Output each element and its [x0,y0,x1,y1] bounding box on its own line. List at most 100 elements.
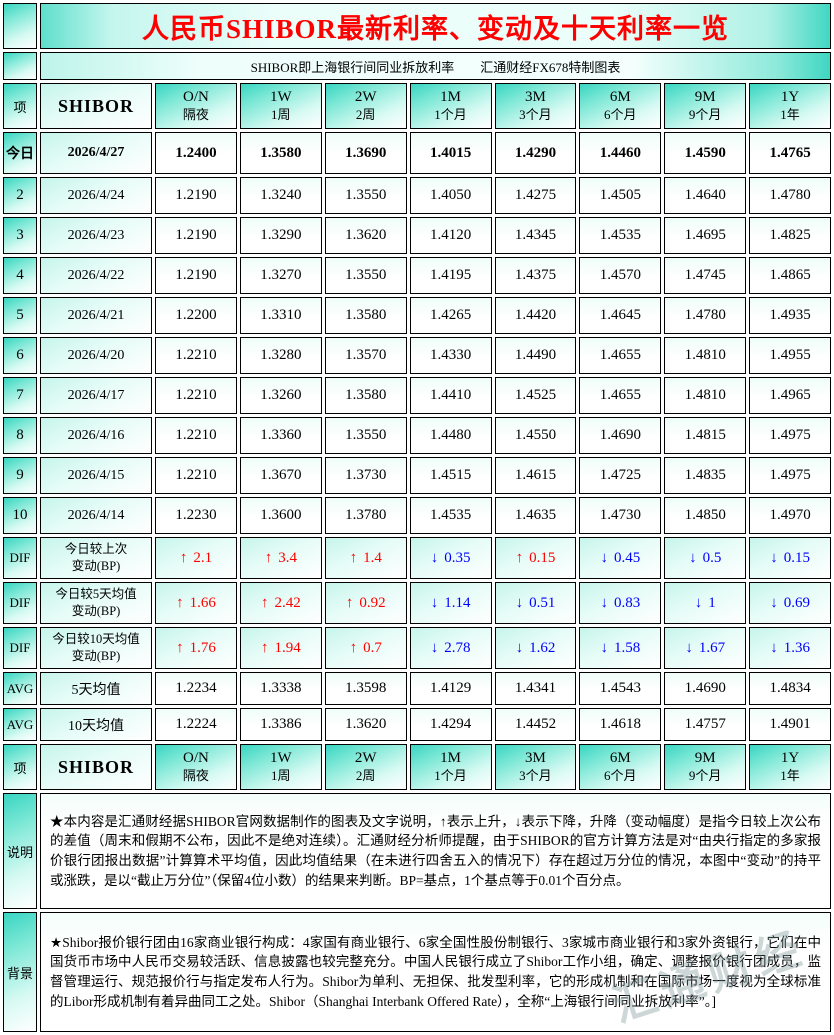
rate-cell: 1.4730 [579,497,662,534]
tenor-name: 1个月 [434,768,467,784]
dif-cell: ↑ 1.94 [239,627,322,669]
arrow-icon: ↓ [689,549,697,566]
row-label-today: 今日 [3,132,37,174]
rate-cell: 1.4265 [409,297,492,334]
row-index: 3 [3,217,37,254]
tenor-name: 9个月 [688,107,722,123]
dif-cell: ↓ 1.67 [664,627,747,669]
tenor-code: O/N [183,749,209,766]
tenor-code: O/N [183,88,209,105]
arrow-icon: ↓ [685,639,693,656]
arrow-icon: ↓ [600,594,608,611]
rate-cell: 1.3550 [324,177,407,214]
dif-name-line1: 今日较5天均值 [55,587,137,602]
avg-cell: 1.3386 [239,708,322,741]
dif-cell: ↓ 0.5 [664,537,747,579]
dif-value: 1 [708,594,716,611]
avg-name: 5天均值 [40,672,152,705]
rate-cell: 1.4535 [579,217,662,254]
rate-cell: 1.3600 [239,497,322,534]
note-tag-explanation: 说明 [3,793,37,909]
rate-cell: 1.4765 [749,132,831,174]
tenor-code: 3M [525,749,546,766]
subtitle: SHIBOR即上海银行间同业拆放利率 汇通财经FX678特制图表 [40,52,831,80]
rate-cell: 1.2190 [155,257,237,294]
rate-cell: 1.3310 [239,297,322,334]
dif-cell: ↑ 0.7 [324,627,407,669]
rate-cell: 1.4645 [579,297,662,334]
rate-cell: 1.2210 [155,337,237,374]
arrow-icon: ↑ [179,549,188,566]
rate-cell: 1.4810 [664,337,747,374]
arrow-icon: ↓ [430,594,439,611]
rate-cell: 1.4780 [749,177,831,214]
rate-cell: 1.3620 [324,217,407,254]
rate-cell: 1.3270 [239,257,322,294]
dif-value: 1.66 [189,594,216,611]
dif-tag: DIF [3,582,37,624]
avg-cell: 1.4618 [579,708,662,741]
avg-tag: AVG [3,672,37,705]
dif-cell: ↓ 0.83 [579,582,662,624]
footer-column-header-2w: 2W 2周 [324,744,407,790]
rate-date: 2026/4/27 [40,132,152,174]
rate-cell: 1.4835 [664,457,747,494]
subtitle-definition: SHIBOR即上海银行间同业拆放利率 [250,59,455,75]
dif-name-line2: 变动(BP) [71,604,121,618]
arrow-icon: ↑ [515,549,524,566]
rate-cell: 1.3550 [324,257,407,294]
footer-shibor-header: SHIBOR [40,744,152,790]
rate-cell: 1.4865 [749,257,831,294]
dif-value: 1.36 [783,639,810,656]
row-index: 5 [3,297,37,334]
dif-value: 1.67 [698,639,726,656]
row-index: 4 [3,257,37,294]
rate-cell: 1.3690 [324,132,407,174]
dif-value: 2.78 [444,639,471,656]
dif-value: 0.83 [613,594,641,611]
arrow-icon: ↓ [770,594,778,611]
background-text: ★Shibor报价银行团由16家商业银行构成：4家国有商业银行、6家全国性股份制… [40,912,831,1032]
rate-cell: 1.4970 [749,497,831,534]
rate-cell: 1.4535 [409,497,492,534]
column-header-1w: 1W 1周 [239,83,322,129]
avg-cell: 1.4341 [494,672,577,705]
dif-value: 1.94 [274,639,301,656]
rate-cell: 1.4810 [664,377,747,414]
tenor-code: 1W [269,749,292,766]
tenor-code: 1Y [780,88,800,105]
rate-date: 2026/4/20 [40,337,152,374]
rate-cell: 1.4515 [409,457,492,494]
rate-cell: 1.4780 [664,297,747,334]
tenor-code: 1Y [780,749,800,766]
rate-cell: 1.4640 [664,177,747,214]
tenor-code: 9M [694,749,716,766]
dif-cell: ↑ 0.15 [494,537,577,579]
rate-cell: 1.4850 [664,497,747,534]
dif-value: 0.51 [529,594,556,611]
column-header-6m: 6M 6个月 [579,83,662,129]
row-index: 8 [3,417,37,454]
footer-column-header-9m: 9M 9个月 [664,744,747,790]
tenor-code: 1W [269,88,292,105]
arrow-icon: ↓ [770,549,778,566]
row-index: 6 [3,337,37,374]
rate-cell: 1.3550 [324,417,407,454]
dif-name: 今日较上次 变动(BP) [40,537,152,579]
dif-value: 0.15 [783,549,810,566]
rate-cell: 1.3670 [239,457,322,494]
avg-cell: 1.4543 [579,672,662,705]
arrow-icon: ↑ [176,639,184,656]
rate-cell: 1.4480 [409,417,492,454]
row-index: 10 [3,497,37,534]
tenor-code: 6M [609,88,631,105]
footer-column-header-on: O/N 隔夜 [155,744,237,790]
arrow-icon: ↓ [600,549,608,566]
dif-cell: ↑ 0.92 [324,582,407,624]
rate-cell: 1.4570 [579,257,662,294]
footer-column-header-6m: 6M 6个月 [579,744,662,790]
row-index: 2 [3,177,37,214]
arrow-icon: ↓ [515,639,524,656]
arrow-icon: ↑ [260,639,269,656]
